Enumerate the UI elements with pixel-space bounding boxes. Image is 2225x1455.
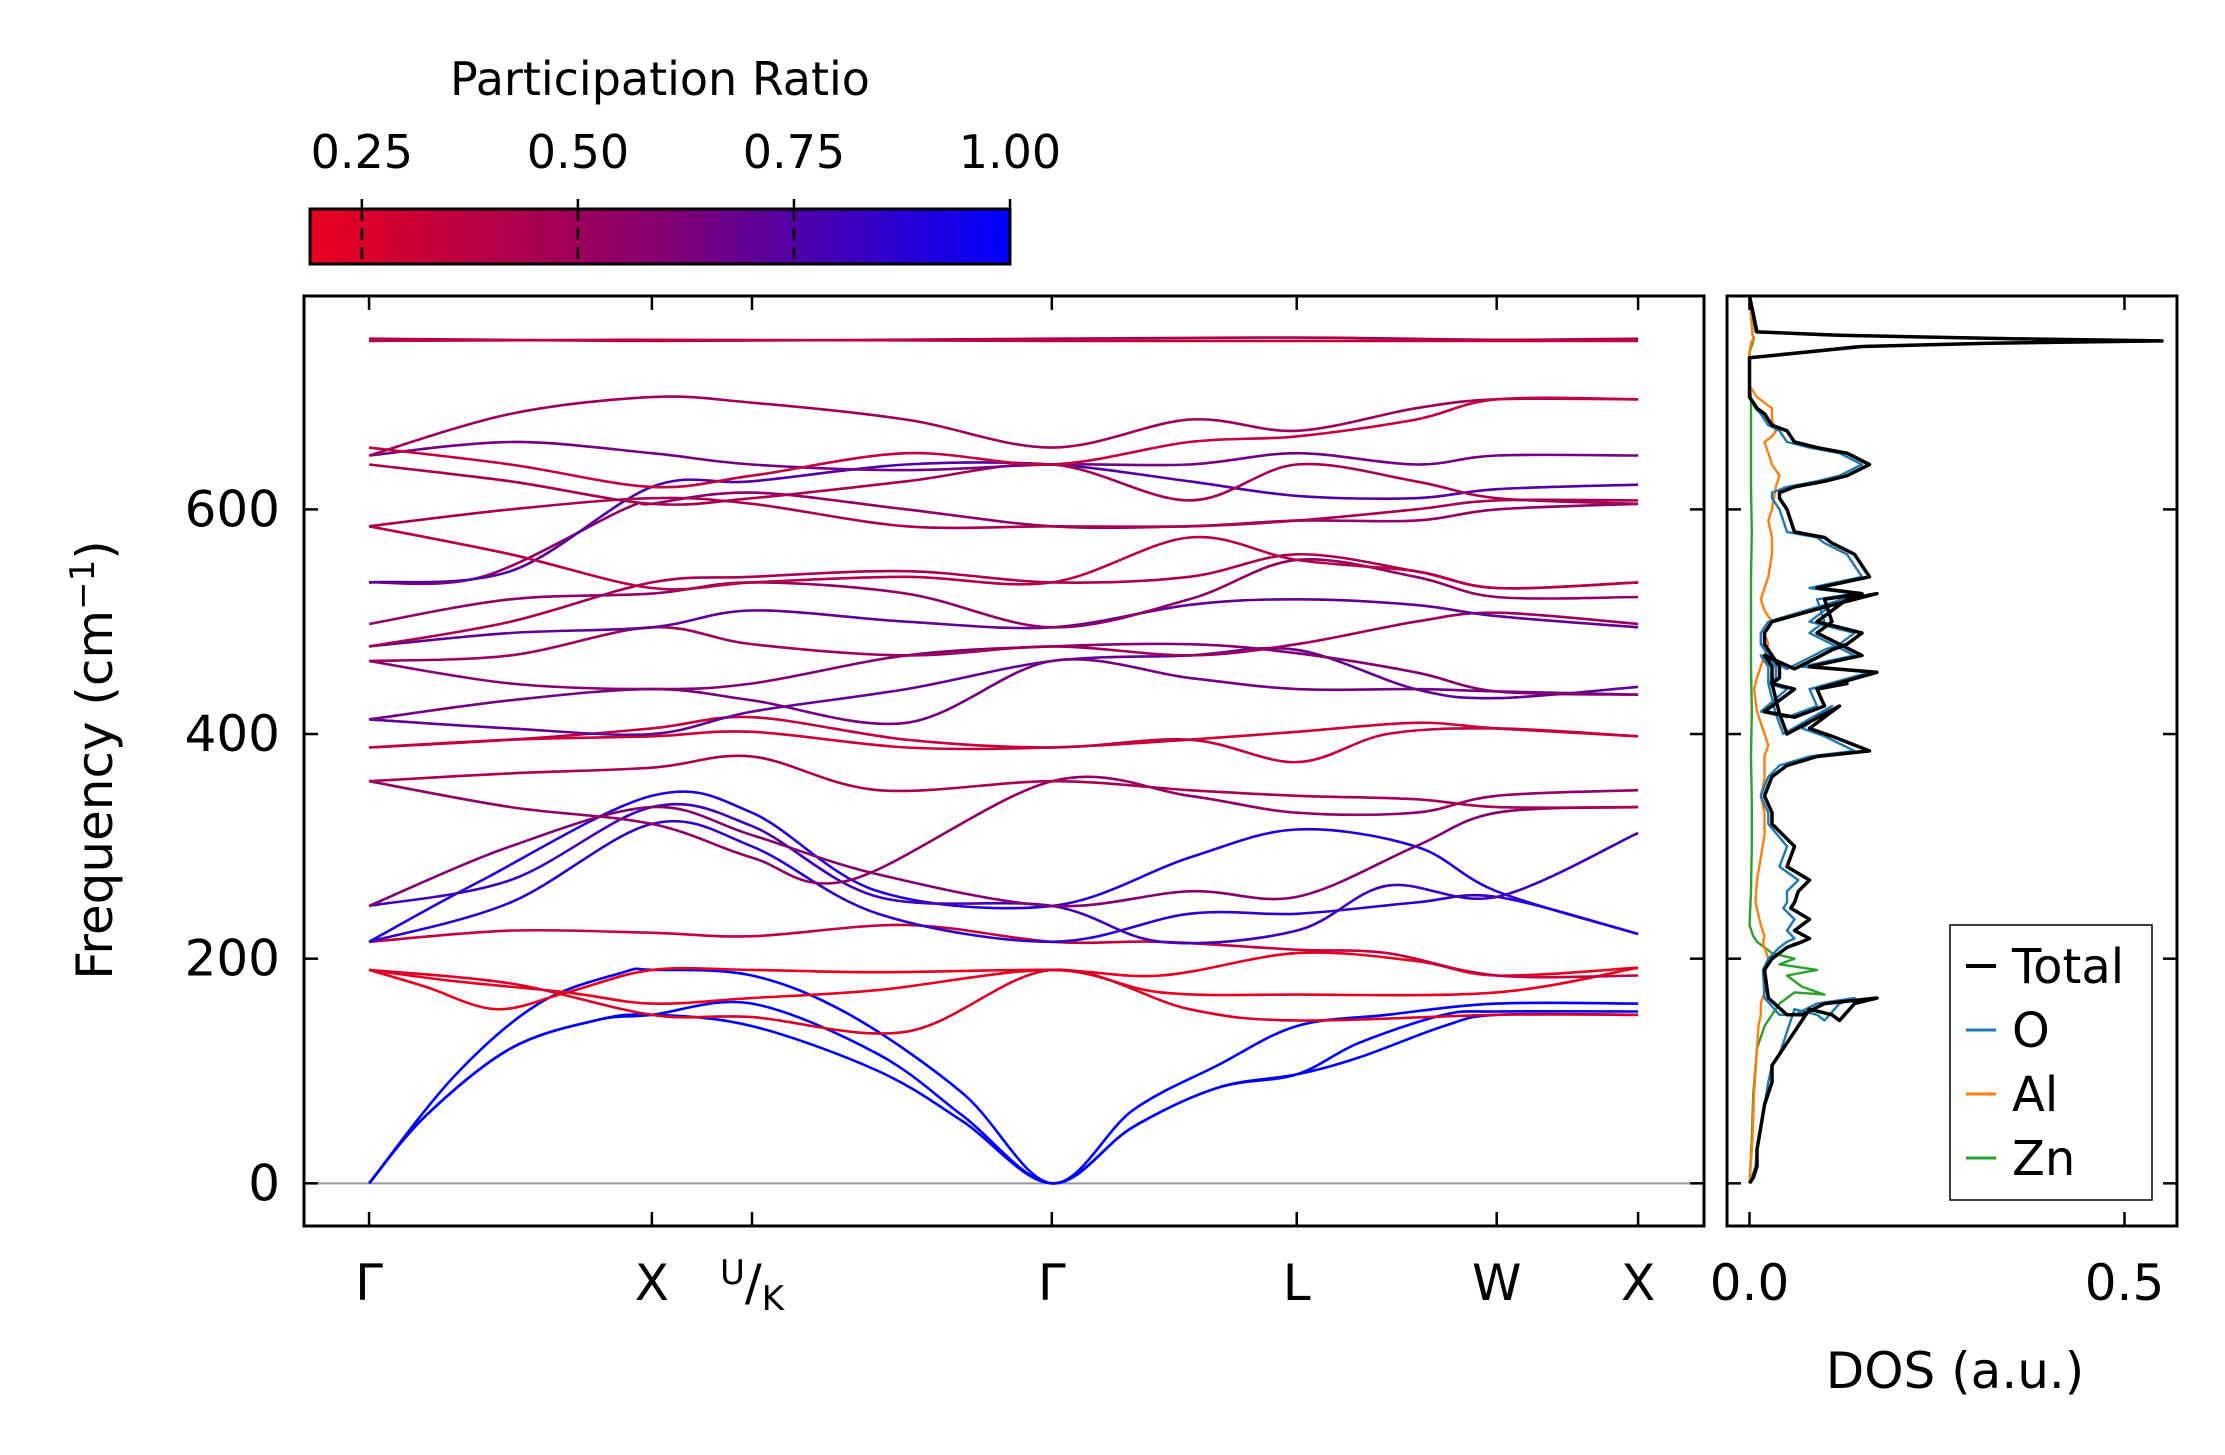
dos-x-axis-label: DOS (a.u.): [1826, 1342, 2085, 1400]
dos-line-zn: [1748, 296, 1826, 1184]
dos-lines: [1747, 296, 2164, 1185]
band-o15: [369, 715, 1639, 764]
band-o10: [368, 802, 1639, 945]
k-point-label: L: [1283, 1254, 1311, 1312]
y-tick-label: 200: [185, 930, 280, 988]
band-o27: [368, 462, 1639, 506]
band-o9: [368, 790, 1639, 943]
band-o13: [369, 754, 1639, 809]
colorbar-gradient: [308, 207, 1012, 266]
k-point-label: U/K: [720, 1253, 786, 1319]
band-o32: [369, 338, 1639, 343]
band-TA1: [368, 1012, 1639, 1185]
band-o20: [368, 598, 1639, 648]
band-o5: [368, 966, 1639, 1006]
band-o26: [368, 496, 1639, 530]
k-point-label: W: [1472, 1254, 1521, 1312]
y-tick-label: 400: [185, 705, 280, 763]
band-o11: [368, 805, 1639, 908]
colorbar-tick-label: 0.25: [311, 125, 413, 179]
legend-label-al: Al: [2012, 1067, 2058, 1123]
colorbar-tick-label: 0.50: [527, 125, 629, 179]
band-o12: [368, 775, 1639, 885]
band-o6: [368, 968, 1639, 1035]
colorbar: Participation Ratio 0.25 0.50 0.75 1.00: [308, 52, 1061, 266]
k-point-label: X: [635, 1254, 669, 1312]
y-tick-label: 0: [248, 1154, 280, 1212]
band-o17: [368, 658, 1639, 726]
band-o4: [368, 951, 1639, 1011]
y-tick-label: 600: [185, 480, 280, 538]
band-lines: [368, 336, 1639, 1185]
band-o16: [369, 646, 1639, 737]
band-o25: [368, 525, 1639, 591]
band-o23: [369, 491, 1639, 586]
dos-line-o: [1748, 296, 2141, 1184]
band-o22: [368, 558, 1639, 629]
dos-line-total: [1747, 296, 2164, 1185]
dos-x-tick-label: 0.5: [2085, 1254, 2165, 1312]
legend-label-o: O: [2012, 1003, 2050, 1059]
colorbar-ticks: 0.25 0.50 0.75 1.00: [311, 125, 1061, 264]
k-point-label: X: [1621, 1254, 1655, 1312]
legend-frame: [1949, 924, 2153, 1201]
dos-panel: 0.0 0.5 DOS (a.u.) Total O Al Zn: [1710, 294, 2179, 1400]
legend-label-zn: Zn: [2012, 1131, 2075, 1187]
colorbar-tick-label: 1.00: [959, 125, 1061, 179]
dos-x-tick-label: 0.0: [1710, 1254, 1790, 1312]
k-point-label: Γ: [1038, 1254, 1066, 1312]
y-axis-label: Frequency (cm−1): [63, 540, 124, 980]
band-LA: [368, 967, 1639, 1185]
legend-label-total: Total: [2011, 939, 2124, 995]
band-y-ticks: 0 200 400 600: [185, 480, 1704, 1212]
dos-axes-frame: [1725, 294, 2179, 1228]
dos-legend: Total O Al Zn: [1949, 924, 2153, 1201]
band-axes-frame: [302, 294, 1706, 1228]
band-o21: [368, 552, 1639, 648]
band-o28: [368, 440, 1639, 472]
band-x-ticks: Γ X U/K Γ L W X: [355, 296, 1655, 1319]
colorbar-tick-label: 0.75: [743, 125, 845, 179]
band-o30: [368, 396, 1639, 489]
band-structure-panel: 0 200 400 600 Γ X U/K Γ L W X Frequency (cm−1): [63, 294, 1706, 1319]
band-o8: [368, 819, 1639, 944]
k-point-label: Γ: [355, 1254, 383, 1312]
band-o19: [369, 611, 1639, 663]
colorbar-title: Participation Ratio: [450, 52, 870, 106]
legend-items: Total O Al Zn: [1966, 939, 2124, 1187]
dos-ticks: 0.0 0.5: [1710, 296, 2177, 1312]
band-o29: [368, 395, 1639, 457]
band-TA2: [368, 1000, 1639, 1185]
